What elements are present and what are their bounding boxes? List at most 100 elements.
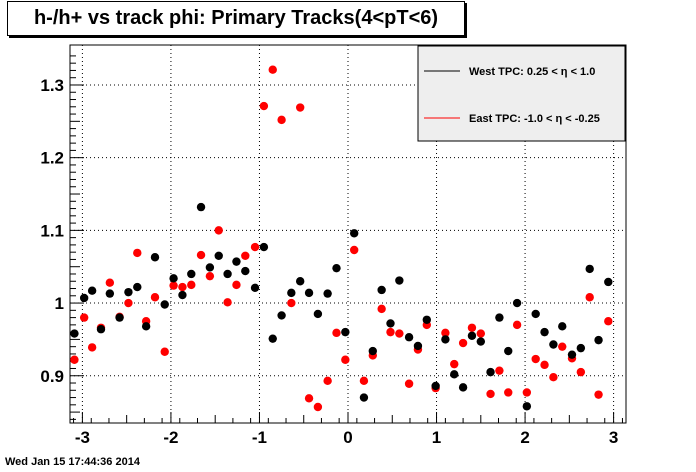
data-point-west	[295, 277, 305, 286]
data-point-east	[504, 388, 513, 397]
data-point-west	[450, 370, 459, 379]
data-point-east	[133, 248, 142, 258]
data-point-west	[96, 325, 106, 334]
data-point-east	[323, 376, 332, 386]
data-point-east	[476, 329, 486, 338]
data-point-west	[404, 333, 414, 342]
data-point-east	[124, 298, 133, 308]
data-point-west	[304, 288, 314, 298]
data-point-east	[79, 313, 89, 322]
data-point-east	[522, 388, 532, 397]
data-point-west	[413, 341, 423, 351]
data-point-west	[287, 288, 296, 298]
data-point-west	[313, 309, 323, 319]
data-point-west	[422, 315, 431, 324]
data-point-east	[232, 280, 241, 290]
data-point-west	[332, 263, 341, 273]
y-tick-label: 1.1	[40, 221, 64, 240]
legend-label-west: West TPC: 0.25 < η < 1.0	[469, 66, 595, 78]
data-point-east	[441, 328, 450, 338]
data-point-west	[467, 331, 477, 340]
data-point-east	[178, 282, 187, 292]
x-tick-label: 0	[343, 428, 352, 447]
data-point-east	[404, 379, 414, 388]
data-point-west	[105, 289, 115, 298]
data-point-west	[567, 350, 577, 359]
tick-labels: -3 -2 -1 0 1 2 3 0.9 1 1.1 1.2 1.3	[40, 76, 618, 447]
y-tick-label: 1	[55, 294, 64, 313]
x-tick-label: -1	[252, 428, 267, 447]
x-tick-label: 3	[609, 428, 618, 447]
data-point-west	[259, 242, 269, 252]
data-point-east	[87, 343, 97, 352]
data-point-east	[576, 367, 586, 377]
data-point-west	[79, 293, 89, 303]
legend: West TPC: 0.25 < η < 1.0 East TPC: -1.0 …	[417, 45, 626, 142]
data-point-west	[214, 251, 223, 261]
data-point-east	[540, 360, 549, 370]
data-point-east	[395, 329, 404, 338]
data-point-west	[522, 402, 532, 411]
data-point-west	[124, 287, 133, 297]
axis-ticks	[70, 55, 623, 423]
data-point-west	[458, 383, 468, 392]
data-point-east	[70, 355, 79, 364]
data-point-east	[531, 354, 540, 364]
data-point-west	[558, 322, 567, 331]
timestamp: Wed Jan 15 17:44:36 2014	[5, 456, 140, 468]
data-point-east	[450, 359, 459, 369]
data-point-east	[377, 304, 386, 314]
data-point-west	[604, 277, 613, 287]
data-point-east	[205, 271, 215, 281]
data-point-east	[214, 226, 223, 235]
data-point-west	[512, 298, 522, 308]
data-point-west	[178, 290, 187, 300]
x-tick-label: 2	[520, 428, 529, 447]
data-point-east	[458, 338, 468, 348]
data-point-west	[87, 286, 97, 295]
data-point-west	[359, 393, 369, 402]
data-point-west	[160, 300, 169, 309]
data-point-east	[287, 298, 296, 308]
data-point-east	[486, 389, 495, 399]
y-tick-label: 1.2	[40, 149, 64, 168]
data-point-west	[386, 319, 395, 328]
data-point-west	[441, 335, 450, 344]
data-point-east	[169, 281, 178, 290]
data-point-east	[512, 320, 522, 330]
legend-box	[417, 45, 626, 142]
data-point-east	[105, 278, 115, 287]
data-point-west	[395, 276, 404, 285]
data-point-west	[323, 289, 332, 298]
data-point-west	[277, 311, 286, 320]
data-point-west	[549, 340, 558, 349]
data-point-east	[386, 327, 395, 337]
data-point-west	[205, 263, 215, 272]
data-point-east	[359, 376, 369, 386]
data-point-west	[250, 283, 260, 292]
data-points	[70, 65, 613, 412]
data-point-east	[313, 402, 323, 412]
data-point-east	[250, 242, 260, 252]
y-tick-label: 0.9	[40, 367, 64, 386]
data-point-east	[594, 390, 603, 399]
data-point-east	[341, 355, 350, 364]
data-point-east	[277, 115, 286, 125]
data-point-west	[150, 253, 160, 262]
data-point-east	[150, 293, 160, 302]
data-point-west	[196, 202, 206, 212]
data-point-west	[241, 266, 250, 276]
legend-label-east: East TPC: -1.0 < η < -0.25	[469, 113, 600, 125]
x-tick-label: -2	[163, 428, 178, 447]
data-point-east	[187, 280, 196, 290]
chart-title: h-/h+ vs track phi: Primary Tracks(4<pT<…	[7, 1, 465, 36]
data-point-east	[604, 317, 613, 326]
data-point-west	[268, 334, 277, 343]
data-point-east	[223, 298, 232, 307]
data-point-west	[349, 229, 359, 238]
data-point-west	[576, 343, 586, 353]
data-point-west	[141, 322, 151, 331]
data-point-east	[349, 245, 359, 255]
data-point-west	[70, 329, 79, 338]
